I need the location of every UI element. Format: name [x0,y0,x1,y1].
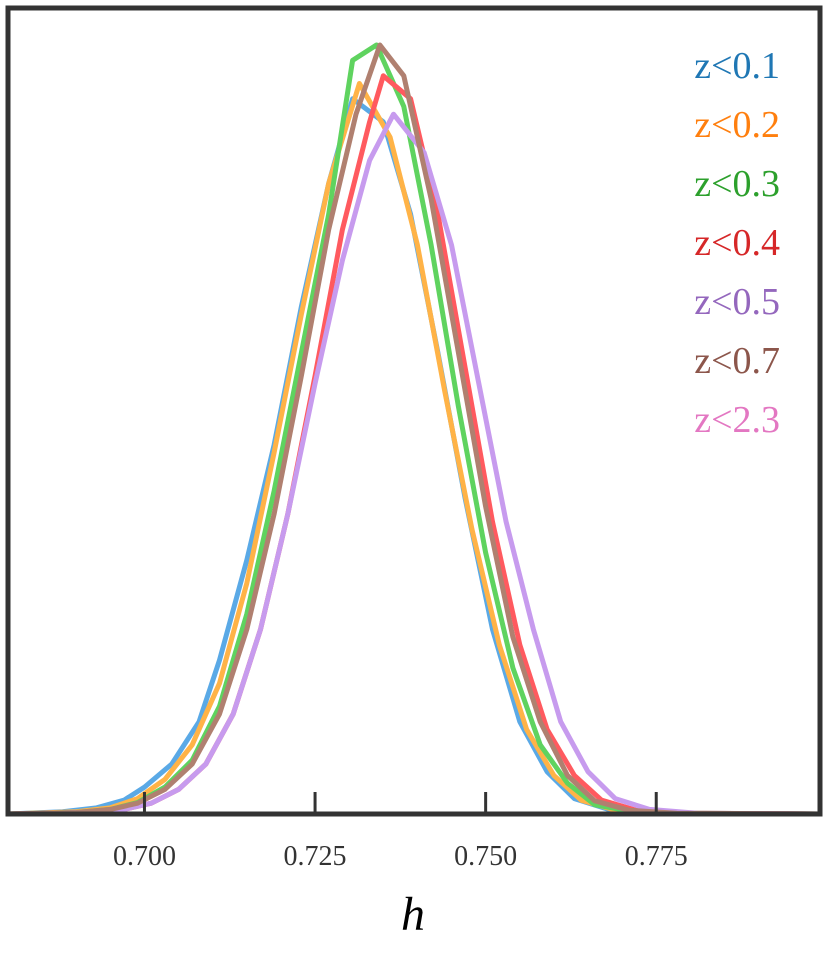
x-tick-label: 0.725 [284,841,347,872]
x-axis-title: h [401,888,425,941]
legend-label-3: z<0.3 [694,163,780,205]
legend-label-5: z<0.5 [694,281,780,323]
series-line-5 [7,111,821,817]
legend-label-2: z<0.2 [694,104,780,146]
x-tick-label: 0.750 [454,841,517,872]
legend-label-4: z<0.4 [694,222,780,264]
x-axis: 0.700 0.725 0.750 0.775 [113,792,688,872]
legend-label-7: z<2.3 [694,399,780,441]
x-tick-label: 0.700 [113,841,176,872]
series-layer [7,42,821,817]
legend: z<0.1 z<0.2 z<0.3 z<0.4 z<0.5 z<0.7 z<2.3 [694,45,780,441]
legend-label-1: z<0.1 [694,45,780,87]
plot-frame [5,5,823,817]
series-line-6 [7,42,821,817]
legend-label-6: z<0.7 [694,340,780,382]
series-line-2 [7,81,821,817]
x-tick-label: 0.775 [625,841,688,872]
